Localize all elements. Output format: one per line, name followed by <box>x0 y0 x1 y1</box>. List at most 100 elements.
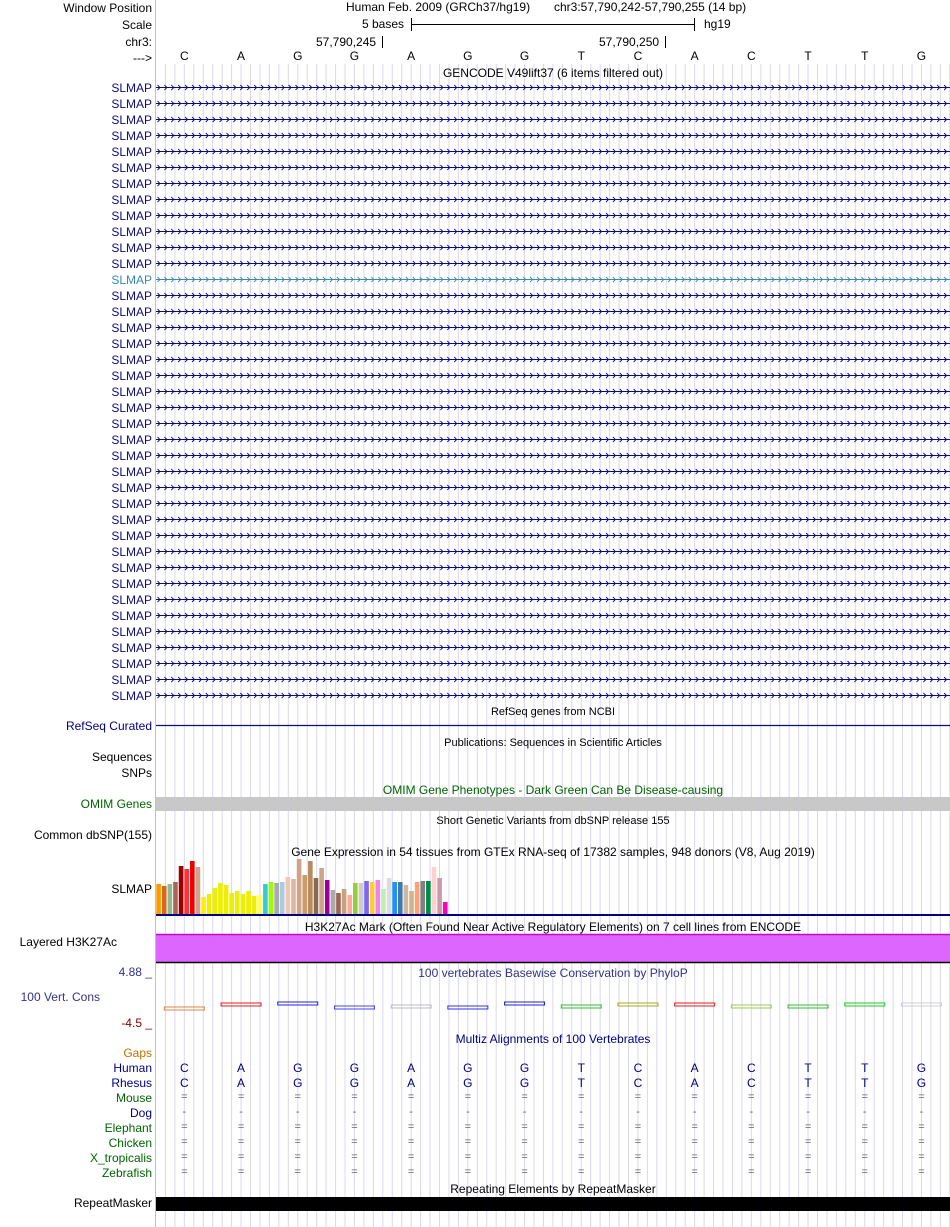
omim-track-title[interactable]: OMIM Gene Phenotypes - Dark Green Can Be… <box>382 783 724 797</box>
multiz-base: A <box>407 1061 416 1075</box>
multiz-species-label: Zebrafish <box>101 1166 152 1180</box>
multiz-species-label: Rhesus <box>111 1076 152 1090</box>
gencode-item-label[interactable]: SLMAP <box>111 368 152 383</box>
multiz-base: A <box>407 1076 416 1090</box>
publications-label-line1[interactable]: Sequences <box>91 750 152 764</box>
gencode-item-label[interactable]: SLMAP <box>111 144 152 159</box>
gtex-bar <box>184 869 190 914</box>
multiz-species-label: Elephant <box>104 1121 152 1135</box>
multiz-match-mark: = <box>521 1121 528 1133</box>
gencode-item-label[interactable]: SLMAP <box>111 352 152 367</box>
gencode-item-label[interactable]: SLMAP <box>111 560 152 575</box>
gencode-item-label[interactable]: SLMAP <box>111 608 152 623</box>
multiz-gap-mark: - <box>579 1106 584 1118</box>
gencode-item-label[interactable]: SLMAP <box>111 208 152 223</box>
gencode-item-label[interactable]: SLMAP <box>111 112 152 127</box>
strand-chevrons <box>157 596 948 603</box>
publications-label-line2[interactable]: SNPs <box>121 766 152 780</box>
gtex-bar <box>251 896 257 914</box>
multiz-species-label: X_tropicalis <box>89 1151 152 1165</box>
gencode-item-label[interactable]: SLMAP <box>111 192 152 207</box>
multiz-match-mark: = <box>861 1091 868 1103</box>
multiz-match-mark: = <box>521 1151 528 1163</box>
multiz-base: G <box>349 1076 360 1090</box>
multiz-base: T <box>577 1076 585 1090</box>
strand-chevrons <box>157 516 948 523</box>
gencode-item-label[interactable]: SLMAP <box>111 464 152 479</box>
gencode-item-label[interactable]: SLMAP <box>111 128 152 143</box>
multiz-track-title[interactable]: Multiz Alignments of 100 Vertebrates <box>455 1032 651 1046</box>
refseq-track-title[interactable]: RefSeq genes from NCBI <box>490 706 616 718</box>
multiz-base: T <box>861 1061 869 1075</box>
gencode-item-label[interactable]: SLMAP <box>111 656 152 671</box>
conservation-label[interactable]: 100 Vert. Cons <box>20 990 100 1004</box>
gencode-item-label[interactable]: SLMAP <box>111 496 152 511</box>
omim-label[interactable]: OMIM Genes <box>80 797 152 811</box>
gencode-item-label[interactable]: SLMAP <box>111 240 152 255</box>
strand-chevrons <box>157 148 948 155</box>
strand-chevrons <box>157 484 948 491</box>
multiz-match-mark: = <box>464 1121 472 1133</box>
gencode-item-label[interactable]: SLMAP <box>111 272 152 287</box>
gencode-item-label[interactable]: SLMAP <box>111 320 152 335</box>
gencode-item-label[interactable]: SLMAP <box>111 160 152 175</box>
multiz-gap-mark: - <box>919 1106 924 1118</box>
gtex-bar <box>190 861 195 914</box>
strand-chevrons <box>157 292 948 299</box>
gencode-item-label[interactable]: SLMAP <box>111 512 152 527</box>
multiz-match-mark: = <box>521 1091 528 1103</box>
conservation-mark <box>390 1004 432 1009</box>
gencode-item-label[interactable]: SLMAP <box>111 688 152 703</box>
multiz-match-mark: = <box>181 1121 188 1133</box>
multiz-gap-mark: - <box>295 1106 300 1118</box>
gencode-item-label[interactable]: SLMAP <box>111 448 152 463</box>
dbsnp-label[interactable]: Common dbSNP(155) <box>33 828 152 842</box>
multiz-match-mark: = <box>804 1166 812 1178</box>
gencode-track-title[interactable]: GENCODE V49lift37 (6 items filtered out) <box>442 66 664 80</box>
multiz-species-label: Human <box>113 1061 152 1075</box>
gencode-item-label[interactable]: SLMAP <box>111 96 152 111</box>
gencode-item-label[interactable]: SLMAP <box>111 416 152 431</box>
publications-track-title[interactable]: Publications: Sequences in Scientific Ar… <box>444 737 662 749</box>
gencode-item-label[interactable]: SLMAP <box>111 480 152 495</box>
gencode-item-label[interactable]: SLMAP <box>111 80 152 95</box>
conservation-mark <box>730 1004 772 1009</box>
conservation-mark <box>787 1004 829 1009</box>
gencode-item-label[interactable]: SLMAP <box>111 224 152 239</box>
gtex-bar <box>156 884 161 914</box>
repeatmasker-label[interactable]: RepeatMasker <box>73 1196 152 1210</box>
gencode-item-label[interactable]: SLMAP <box>111 176 152 191</box>
refseq-label[interactable]: RefSeq Curated <box>65 719 152 733</box>
gencode-item-label[interactable]: SLMAP <box>111 672 152 687</box>
gencode-item-label[interactable]: SLMAP <box>111 400 152 415</box>
multiz-gap-mark: - <box>749 1106 754 1118</box>
gencode-item-label[interactable]: SLMAP <box>111 576 152 591</box>
gencode-item-label[interactable]: SLMAP <box>111 432 152 447</box>
h3k27ac-track-title[interactable]: H3K27Ac Mark (Often Found Near Active Re… <box>304 920 802 934</box>
gencode-item-label[interactable]: SLMAP <box>111 544 152 559</box>
gencode-item-label[interactable]: SLMAP <box>111 624 152 639</box>
base-letter: G <box>463 49 473 63</box>
conservation-track-title[interactable]: 100 vertebrates Basewise Conservation by… <box>418 966 688 980</box>
gencode-item-label[interactable]: SLMAP <box>111 640 152 655</box>
gtex-track-title[interactable]: Gene Expression in 54 tissues from GTEx … <box>291 845 815 859</box>
gencode-item-label[interactable]: SLMAP <box>111 288 152 303</box>
multiz-match-mark: = <box>407 1121 415 1133</box>
position-readout: chr3:57,790,242-57,790,255 (14 bp) <box>554 0 747 14</box>
gencode-item-label[interactable]: SLMAP <box>111 304 152 319</box>
repeatmasker-track-title[interactable]: Repeating Elements by RepeatMasker <box>450 1182 656 1196</box>
gtex-bar <box>285 877 291 914</box>
multiz-match-mark: = <box>351 1136 358 1148</box>
gencode-item-label[interactable]: SLMAP <box>111 592 152 607</box>
gencode-item-label[interactable]: SLMAP <box>111 336 152 351</box>
h3k27ac-label[interactable]: Layered H3K27Ac <box>19 935 117 949</box>
gencode-item-label[interactable]: SLMAP <box>111 384 152 399</box>
dbsnp-track-title[interactable]: Short Genetic Variants from dbSNP releas… <box>436 815 670 827</box>
gtex-label[interactable]: SLMAP <box>111 882 152 896</box>
gtex-bar <box>397 882 403 914</box>
gencode-item-label[interactable]: SLMAP <box>111 256 152 271</box>
gtex-bar <box>161 886 167 914</box>
multiz-gap-mark: - <box>862 1106 867 1118</box>
conservation-mark <box>163 1006 205 1011</box>
gencode-item-label[interactable]: SLMAP <box>111 528 152 543</box>
